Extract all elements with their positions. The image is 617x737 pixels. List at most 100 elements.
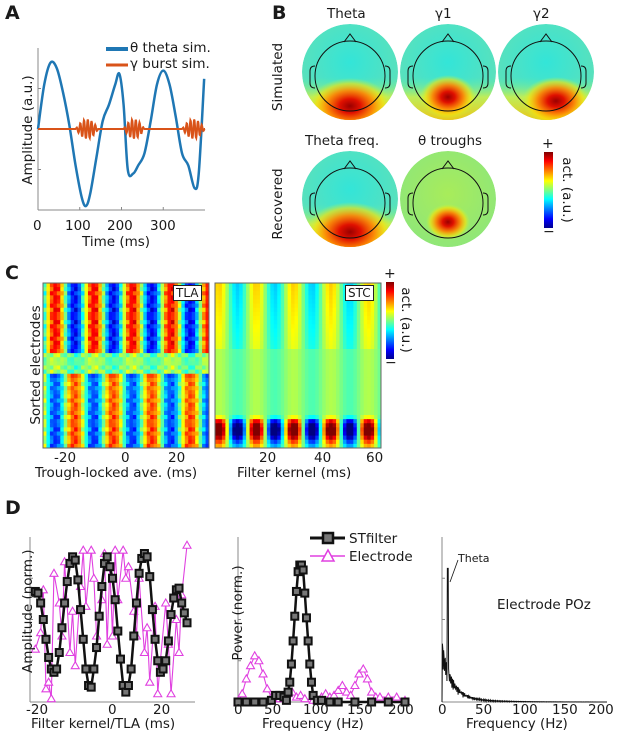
tla-cell [195, 423, 200, 428]
tla-cell [177, 398, 182, 404]
tla-cell [105, 423, 110, 428]
tla-cell [195, 419, 200, 424]
tla-cell [129, 386, 134, 391]
tla-cell [188, 377, 193, 383]
tla-cell [56, 373, 61, 379]
stc-cell [377, 435, 381, 441]
tla-cell [67, 431, 72, 437]
stc-cell [218, 386, 223, 391]
stc-cell [332, 415, 337, 420]
stc-cell [294, 283, 299, 288]
tla-cell [198, 320, 203, 325]
tla-cell [101, 353, 106, 358]
stc-cell [270, 365, 275, 371]
tla-cell [101, 311, 106, 317]
stc-cell [253, 349, 258, 354]
tla-cell [184, 377, 189, 383]
stc-cell [273, 295, 278, 301]
tla-cell [146, 439, 151, 445]
stc-cell [266, 361, 271, 367]
stc-cell [294, 340, 299, 346]
stc-cell [301, 336, 306, 342]
stc-cell [239, 316, 244, 321]
tla-cell [49, 423, 54, 428]
stc-cell [263, 307, 268, 313]
tla-cell [153, 316, 158, 321]
tla-cell [43, 299, 48, 305]
stc-cell [360, 365, 365, 371]
stc-cell [370, 340, 375, 346]
tla-cell [122, 291, 127, 296]
xtick-dm-4: 200 [388, 702, 414, 718]
stc-cell [225, 410, 230, 416]
stc-cell [374, 423, 379, 428]
tla-cell [49, 398, 54, 404]
tla-cell [184, 311, 189, 317]
stc-cell [221, 307, 226, 313]
tla-cell [119, 303, 124, 309]
stc-cell [215, 307, 220, 313]
tla-cell [77, 369, 82, 375]
tla-cell [170, 394, 176, 400]
tla-cell [108, 311, 113, 317]
stc-cell [329, 443, 334, 448]
tla-cell [157, 427, 162, 433]
tla-cell [81, 357, 86, 362]
stc-cell [301, 410, 306, 416]
tla-cell [60, 402, 65, 408]
tla-cell [46, 357, 51, 362]
stc-cell [249, 303, 254, 309]
stc-cell [280, 295, 285, 301]
stc-cell [349, 431, 354, 437]
tla-cell [46, 283, 51, 288]
tla-cell [101, 402, 106, 408]
tla-cell [43, 353, 48, 358]
tla-cell [164, 406, 169, 412]
tla-cell [70, 419, 75, 424]
stc-cell [360, 320, 365, 325]
stc-cell [284, 307, 289, 313]
tla-cell [53, 406, 58, 412]
stc-cell [353, 324, 358, 329]
tla-cell [157, 406, 162, 412]
tla-cell [126, 295, 131, 301]
stc-cell [273, 431, 278, 437]
stc-cell [322, 398, 327, 404]
tla-cell [122, 299, 127, 305]
stfilter-point [177, 598, 187, 608]
tla-cell [108, 328, 113, 334]
tla-cell [126, 316, 131, 321]
stc-cell [329, 431, 334, 437]
tla-cell [101, 390, 106, 395]
tla-cell [77, 415, 82, 420]
stc-cell [311, 373, 316, 379]
tla-cell [63, 303, 68, 309]
stfilter-point [250, 697, 260, 707]
stc-cell [235, 365, 240, 371]
tla-cell [129, 344, 134, 350]
tla-cell [122, 344, 127, 350]
stc-cell [259, 382, 265, 387]
stc-cell [325, 295, 330, 301]
stc-cell [356, 353, 361, 358]
stc-cell [346, 340, 351, 346]
tla-cell [56, 303, 61, 309]
stc-cell [259, 435, 265, 441]
tla-cell [202, 431, 207, 437]
stc-cell [235, 398, 240, 404]
tla-cell [195, 373, 200, 379]
stc-cell [304, 410, 309, 416]
stc-cell [377, 423, 381, 428]
tla-cell [132, 324, 137, 329]
stc-cell [287, 328, 292, 334]
stc-cell [263, 435, 268, 441]
electrode-point [144, 677, 155, 686]
stc-cell [242, 291, 247, 296]
stc-cell [263, 316, 268, 321]
tla-cell [153, 373, 158, 379]
stc-cell [363, 390, 368, 395]
tla-cell [81, 382, 86, 387]
stc-cell [304, 336, 309, 342]
tla-cell [136, 324, 141, 329]
stc-cell [232, 320, 237, 325]
